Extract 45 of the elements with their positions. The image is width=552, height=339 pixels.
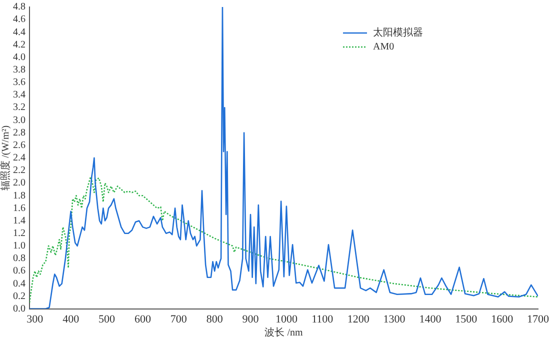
y-tick-label: 3.8 [13, 64, 26, 76]
x-tick-label: 300 [26, 313, 44, 326]
y-tick-label: 3.2 [13, 102, 26, 114]
y-tick-label: 4.0 [13, 52, 26, 63]
x-tick-label: 800 [206, 313, 224, 326]
y-tick-label: 0.0 [13, 303, 26, 314]
legend-label: 太阳模拟器 [373, 26, 423, 39]
y-tick-label: 2.4 [13, 152, 26, 164]
line-series [30, 176, 538, 304]
x-tick-label: 1200 [347, 313, 370, 326]
y-tick-label: 4.2 [13, 39, 26, 50]
y-tick-label: 3.6 [13, 77, 26, 88]
y-tick-label: 1.2 [13, 228, 26, 239]
y-tick-label: 4.6 [13, 14, 26, 26]
y-tick-label: 3.4 [13, 90, 26, 101]
x-tick-label: 1500 [455, 313, 478, 326]
x-tick-label: 900 [242, 313, 260, 326]
y-tick-label: 1.0 [13, 240, 26, 252]
x-axis-title: 波长 /nm [264, 326, 303, 339]
y-tick-label: 2.0 [13, 178, 26, 189]
legend-label: AM0 [373, 42, 394, 53]
y-tick-label: 1.6 [13, 202, 26, 214]
y-tick-label: 4.4 [13, 26, 26, 38]
y-tick-label: 1.8 [13, 190, 26, 202]
x-tick-label: 600 [134, 313, 152, 326]
x-tick-label: 700 [170, 313, 188, 326]
x-tick-label: 1400 [419, 313, 442, 326]
x-tick-label: 1000 [275, 313, 298, 326]
x-tick-label: 400 [62, 313, 80, 326]
y-tick-label: 0.4 [13, 278, 26, 290]
y-axis-title: 辐照度 /(W/m²) [0, 125, 12, 190]
y-tick-label: 2.2 [13, 165, 26, 176]
x-tick-label: 1600 [491, 313, 514, 326]
x-tick-label: 1100 [312, 313, 334, 326]
x-tick-label: 1700 [527, 313, 550, 326]
y-tick-label: 3.0 [13, 114, 26, 126]
x-tick-label: 500 [98, 313, 116, 326]
y-tick-label: 2.6 [13, 140, 26, 151]
y-tick-label: 0.2 [13, 290, 26, 302]
y-tick-label: 1.4 [13, 215, 26, 226]
y-tick-label: 2.8 [13, 127, 26, 138]
y-tick-label: 0.6 [13, 266, 26, 277]
y-tick-label: 4.8 [13, 2, 26, 13]
y-tick-label: 0.8 [13, 253, 26, 264]
x-tick-label: 1300 [383, 313, 406, 326]
